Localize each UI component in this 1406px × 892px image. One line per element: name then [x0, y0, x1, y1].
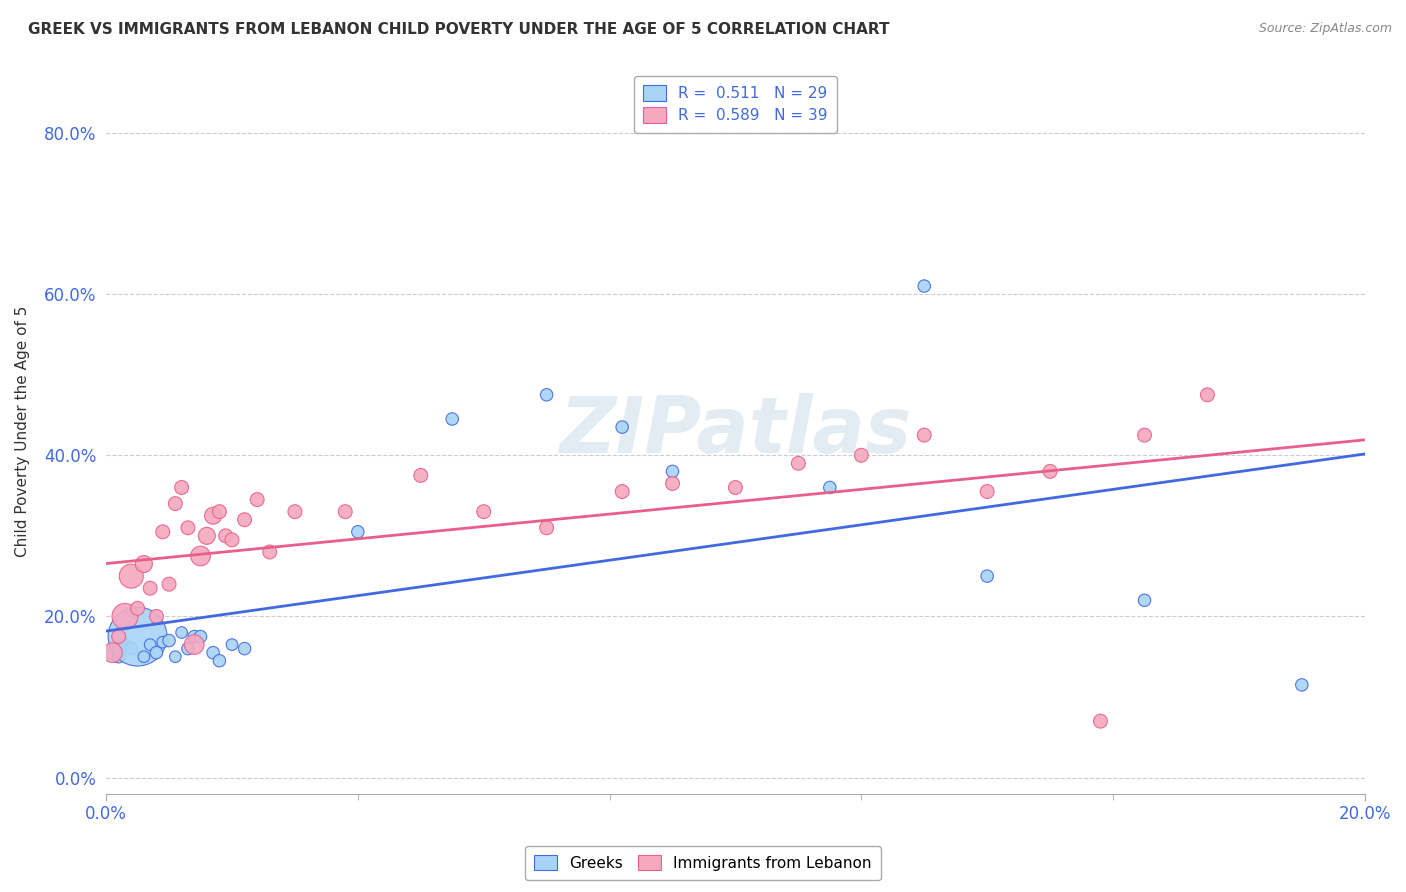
Point	[610, 420, 633, 434]
Text: ZIPatlas: ZIPatlas	[560, 393, 911, 469]
Point	[661, 464, 683, 478]
Point	[1133, 428, 1156, 442]
Point	[145, 646, 167, 660]
Point	[851, 448, 873, 462]
Point	[157, 577, 180, 591]
Point	[208, 505, 231, 519]
Legend: R =  0.511   N = 29, R =  0.589   N = 39: R = 0.511 N = 29, R = 0.589 N = 39	[634, 76, 837, 133]
Point	[536, 521, 558, 535]
Point	[101, 646, 124, 660]
Point	[912, 428, 935, 442]
Point	[170, 481, 193, 495]
Point	[139, 638, 162, 652]
Legend: Greeks, Immigrants from Lebanon: Greeks, Immigrants from Lebanon	[524, 846, 882, 880]
Point	[208, 654, 231, 668]
Point	[183, 638, 205, 652]
Point	[472, 505, 495, 519]
Point	[202, 508, 225, 523]
Point	[409, 468, 432, 483]
Point	[818, 481, 841, 495]
Y-axis label: Child Poverty Under the Age of 5: Child Poverty Under the Age of 5	[15, 305, 30, 557]
Point	[976, 569, 998, 583]
Point	[101, 646, 124, 660]
Point	[132, 557, 155, 571]
Point	[107, 630, 129, 644]
Point	[724, 481, 747, 495]
Point	[183, 630, 205, 644]
Point	[1039, 464, 1062, 478]
Point	[246, 492, 269, 507]
Text: Source: ZipAtlas.com: Source: ZipAtlas.com	[1258, 22, 1392, 36]
Point	[190, 549, 212, 563]
Point	[120, 569, 142, 583]
Point	[536, 388, 558, 402]
Point	[215, 529, 238, 543]
Point	[152, 635, 174, 649]
Point	[233, 641, 256, 656]
Point	[221, 533, 243, 547]
Point	[114, 609, 136, 624]
Point	[127, 601, 149, 615]
Point	[1133, 593, 1156, 607]
Point	[1090, 714, 1112, 728]
Point	[132, 649, 155, 664]
Point	[284, 505, 307, 519]
Point	[127, 630, 149, 644]
Point	[610, 484, 633, 499]
Point	[259, 545, 281, 559]
Point	[661, 476, 683, 491]
Point	[195, 529, 218, 543]
Point	[221, 638, 243, 652]
Point	[1291, 678, 1313, 692]
Point	[347, 524, 370, 539]
Point	[157, 633, 180, 648]
Point	[441, 412, 464, 426]
Point	[139, 581, 162, 595]
Point	[202, 646, 225, 660]
Point	[912, 279, 935, 293]
Point	[165, 649, 187, 664]
Text: GREEK VS IMMIGRANTS FROM LEBANON CHILD POVERTY UNDER THE AGE OF 5 CORRELATION CH: GREEK VS IMMIGRANTS FROM LEBANON CHILD P…	[28, 22, 890, 37]
Point	[177, 521, 200, 535]
Point	[335, 505, 357, 519]
Point	[152, 524, 174, 539]
Point	[145, 609, 167, 624]
Point	[787, 456, 810, 470]
Point	[170, 625, 193, 640]
Point	[233, 513, 256, 527]
Point	[976, 484, 998, 499]
Point	[1197, 388, 1219, 402]
Point	[120, 641, 142, 656]
Point	[190, 630, 212, 644]
Point	[177, 641, 200, 656]
Point	[114, 638, 136, 652]
Point	[107, 649, 129, 664]
Point	[165, 497, 187, 511]
